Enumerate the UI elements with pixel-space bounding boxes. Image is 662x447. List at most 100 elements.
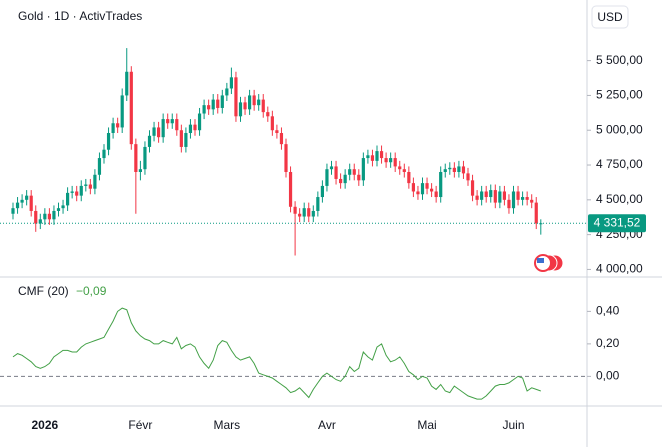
candle-body xyxy=(211,99,215,110)
candle-body xyxy=(288,171,293,207)
candle-body xyxy=(493,190,497,203)
candle-body xyxy=(52,210,56,220)
candle-body xyxy=(188,124,193,134)
candle-body xyxy=(348,169,352,175)
y-tick-label: 0,20 xyxy=(596,336,620,350)
candle-body xyxy=(407,171,411,184)
candle-body xyxy=(484,191,488,198)
y-tick-label: 5 000,00 xyxy=(596,122,643,136)
candle-body xyxy=(56,208,61,211)
currency[interactable]: USD xyxy=(597,10,623,24)
cmf-line xyxy=(12,307,541,400)
candle-body xyxy=(443,169,447,172)
candle-body xyxy=(284,144,288,172)
candle-body xyxy=(15,202,20,209)
candle-body xyxy=(248,95,252,110)
x-tick-label: Avr xyxy=(318,418,336,432)
candle-body xyxy=(325,169,329,186)
last-price-label: 4 331,52 xyxy=(594,215,641,229)
candle-body xyxy=(393,158,397,167)
candle-body xyxy=(216,99,220,108)
candle-body xyxy=(480,191,484,200)
y-tick-label: 5 500,00 xyxy=(596,53,643,67)
candle-body xyxy=(521,197,525,200)
candle-body xyxy=(202,105,206,114)
candle-body xyxy=(329,166,334,170)
candle-body xyxy=(157,127,161,138)
candle-body xyxy=(225,88,229,96)
candle-body xyxy=(398,166,402,170)
candle-body xyxy=(106,133,111,150)
candle-body xyxy=(402,169,406,172)
candle-body xyxy=(361,158,365,181)
candle-body xyxy=(252,95,256,106)
candle-body xyxy=(75,191,79,196)
chart-title: Gold · 1D · ActivTrades xyxy=(18,9,142,23)
candle-body xyxy=(434,191,438,198)
candle-body xyxy=(43,213,47,220)
candle-body xyxy=(470,180,475,196)
candle-body xyxy=(220,95,224,108)
candle-body xyxy=(125,71,129,96)
candle-body xyxy=(525,197,529,200)
y-tick-label: 5 250,00 xyxy=(596,88,643,102)
x-tick-label: Mars xyxy=(214,418,241,432)
candle-body xyxy=(461,166,466,174)
candle-body xyxy=(457,166,461,172)
x-tick-label: Juin xyxy=(502,418,524,432)
candle-body xyxy=(238,102,243,117)
candle-body xyxy=(97,158,102,175)
candle-body xyxy=(25,195,29,200)
candle-body xyxy=(47,213,51,220)
candle-body xyxy=(175,119,179,131)
candle-body xyxy=(229,77,233,89)
candle-body xyxy=(79,185,83,196)
candle-body xyxy=(161,119,165,138)
candle-body xyxy=(466,173,470,181)
candle-body xyxy=(20,199,24,203)
candle-body xyxy=(316,197,320,211)
candle-body xyxy=(11,208,15,214)
last-price-box xyxy=(588,214,646,233)
candle-body xyxy=(425,183,429,189)
candle-body xyxy=(343,174,347,184)
candle-body xyxy=(111,123,115,134)
candle-body xyxy=(448,167,452,170)
candle-body xyxy=(279,133,284,145)
candle-body xyxy=(375,151,379,161)
candle-body xyxy=(411,183,415,192)
candle-body xyxy=(370,155,375,161)
currency-box[interactable] xyxy=(591,5,629,29)
candle-body xyxy=(266,112,270,117)
candle-body xyxy=(452,167,456,172)
candle-body xyxy=(307,208,311,217)
candle-body xyxy=(184,133,188,147)
x-tick-label: Févr xyxy=(128,418,152,432)
candle-body xyxy=(193,124,197,131)
candle-body xyxy=(29,195,33,211)
candle-body xyxy=(207,105,211,110)
candle-body xyxy=(311,210,315,217)
candle-body xyxy=(339,178,343,184)
candle-body xyxy=(61,205,65,209)
candle-body xyxy=(116,123,120,128)
candle-body xyxy=(275,130,279,134)
candle-body xyxy=(366,155,370,159)
candle-body xyxy=(298,213,302,217)
candle-body xyxy=(143,146,147,170)
candle-body xyxy=(34,210,38,224)
candle-body xyxy=(93,174,97,189)
candle-body xyxy=(120,95,124,128)
candle-body xyxy=(66,192,70,206)
candle-body xyxy=(534,202,538,224)
y-tick-label: 4 000,00 xyxy=(596,262,643,276)
y-tick-label: 4 750,00 xyxy=(596,157,643,171)
candle-body xyxy=(243,102,247,110)
candle-body xyxy=(430,188,434,192)
candle-body xyxy=(129,71,133,145)
candle-body xyxy=(489,190,493,198)
candle-body xyxy=(384,158,388,163)
candle-body xyxy=(475,195,479,200)
indicator-value: −0,09 xyxy=(76,284,107,298)
candle-body xyxy=(439,171,443,198)
